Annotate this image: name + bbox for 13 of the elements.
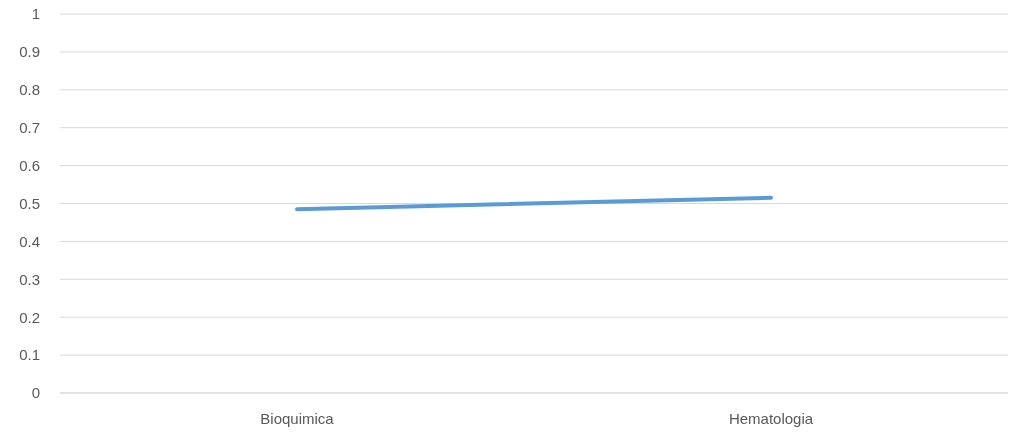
y-tick-label: 0.3 <box>19 270 40 288</box>
y-tick-label: 0 <box>31 384 40 402</box>
x-tick-label: Bioquimica <box>260 409 335 427</box>
y-tick-label: 0.2 <box>19 308 40 326</box>
y-tick-label: 0.6 <box>19 156 40 174</box>
y-tick-label: 0.8 <box>19 81 40 99</box>
y-tick-label: 0.1 <box>19 346 40 364</box>
y-tick-label: 1 <box>31 5 40 23</box>
x-tick-label: Hematologia <box>728 409 814 427</box>
y-tick-label: 0.4 <box>19 232 40 250</box>
y-tick-label: 0.5 <box>19 194 40 212</box>
y-tick-label: 0.9 <box>19 43 40 61</box>
y-tick-label: 0.7 <box>19 119 40 137</box>
